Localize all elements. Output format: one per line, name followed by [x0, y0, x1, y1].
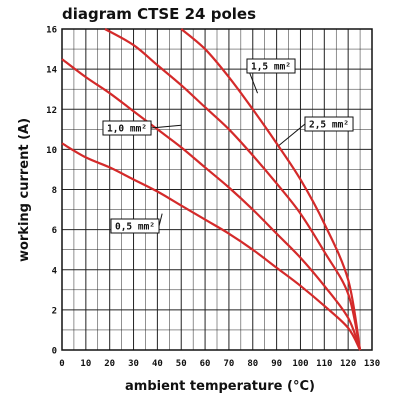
series-label-3: 2,5 mm² [309, 120, 349, 131]
y-tick-label: 6 [52, 226, 57, 236]
y-tick-label: 12 [46, 106, 57, 116]
x-tick-label: 80 [247, 359, 258, 369]
series-labels: 0,5 mm² 1,0 mm² 2,5 mm² 1,5 mm² [102, 58, 354, 234]
series-label-leader [158, 213, 163, 227]
x-tick-label: 50 [176, 359, 187, 369]
x-axis-label: ambient temperature (°C) [125, 379, 315, 394]
y-tick-labels: 0 2 4 6 8 10 12 14 16 [46, 26, 57, 357]
y-tick-label: 8 [52, 186, 57, 196]
x-tick-labels: 0 10 20 30 40 50 60 70 80 90 100 110 120 130 [59, 359, 380, 369]
series-label-box [102, 120, 152, 136]
series-label-leader [150, 124, 182, 129]
series-label-4: 1,5 mm² [251, 62, 291, 73]
series-line-1 [61, 142, 362, 351]
x-tick-label: 20 [104, 359, 115, 369]
x-tick-label: 90 [271, 359, 282, 369]
y-tick-label: 0 [52, 347, 57, 357]
series-label-1: 0,5 mm² [115, 222, 155, 233]
series-line-4 [180, 28, 362, 351]
x-tick-label: 60 [200, 359, 211, 369]
y-tick-label: 16 [46, 26, 57, 36]
x-tick-label: 130 [364, 359, 380, 369]
series-label-2: 1,0 mm² [107, 124, 147, 135]
y-tick-label: 2 [52, 306, 57, 316]
y-tick-label: 4 [52, 266, 58, 276]
y-axis-label: working current (A) [17, 118, 32, 262]
y-tick-label: 10 [46, 146, 57, 156]
series-label-box [246, 58, 296, 74]
x-tick-label: 120 [340, 359, 356, 369]
x-tick-label: 30 [128, 359, 139, 369]
series-label-box [304, 116, 354, 132]
plot-frame [61, 28, 373, 351]
x-tick-label: 100 [292, 359, 308, 369]
series-label-box [110, 218, 160, 234]
series-line-2 [61, 58, 362, 351]
x-tick-label: 0 [59, 359, 64, 369]
x-tick-label: 70 [224, 359, 235, 369]
x-tick-label: 40 [152, 359, 163, 369]
x-tick-label: 10 [80, 359, 91, 369]
y-tick-label: 14 [46, 66, 57, 76]
x-tick-label: 110 [316, 359, 332, 369]
series-line-3 [104, 28, 362, 351]
grid [61, 28, 373, 351]
chart-title: diagram CTSE 24 poles [62, 5, 256, 23]
series-label-leader [278, 123, 306, 146]
series-lines [61, 28, 362, 351]
